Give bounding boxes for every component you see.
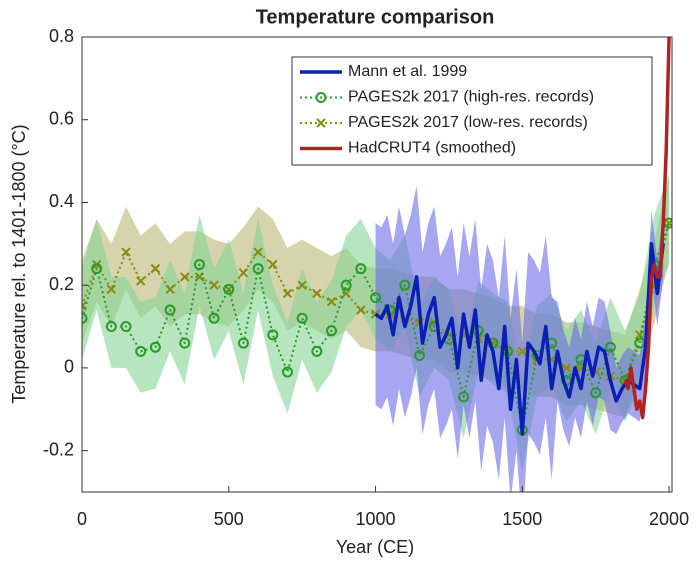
y-tick-label: 0.4 (49, 191, 74, 211)
marker (150, 263, 161, 274)
x-tick-label: 500 (214, 509, 244, 529)
y-tick-label: -0.2 (43, 439, 74, 459)
marker (237, 337, 249, 349)
marker (120, 321, 132, 333)
marker (341, 288, 351, 299)
marker (121, 247, 131, 257)
x-tick-label: 1500 (502, 509, 542, 529)
marker (149, 341, 161, 353)
legend-label: Mann et al. 1999 (348, 63, 467, 80)
y-tick-label: 0 (64, 357, 74, 377)
plot (82, 37, 672, 492)
y-tick-label: 0.6 (49, 108, 74, 128)
y-tick-label: 0.8 (49, 26, 74, 46)
axes-box (81, 36, 673, 493)
marker (193, 259, 205, 270)
marker (282, 288, 293, 299)
marker (164, 304, 176, 316)
marker (604, 341, 616, 353)
marker (326, 297, 337, 307)
marker (590, 387, 602, 399)
marker (268, 259, 278, 270)
x-axis-label: Year (CE) (336, 537, 414, 557)
x-tick-label: 1000 (356, 509, 396, 529)
y-axis-label: Temperature rel. to 1401-1800 (°C) (9, 124, 29, 403)
marker (180, 272, 190, 282)
marker (356, 305, 366, 315)
legend-label: PAGES2k 2017 (low-res. records) (348, 114, 588, 131)
uncertainty-band (375, 185, 664, 492)
series-line (623, 37, 671, 420)
marker (561, 363, 572, 373)
legend-label: PAGES2k 2017 (high-res. records) (348, 89, 594, 106)
marker (208, 312, 220, 324)
x-tick-label: 2000 (649, 509, 689, 529)
marker (316, 118, 326, 128)
legend-label: HadCRUT4 (smoothed) (348, 140, 516, 157)
x-tick-label: 0 (77, 509, 87, 529)
marker (267, 329, 279, 341)
y-tick-label: 0.2 (49, 274, 74, 294)
series-line (374, 242, 665, 436)
marker (91, 263, 103, 275)
marker (281, 366, 293, 378)
marker (458, 391, 470, 403)
marker (252, 263, 264, 275)
marker (517, 346, 528, 357)
marker (209, 280, 219, 290)
marker (399, 279, 411, 291)
marker (355, 263, 367, 275)
legend (291, 56, 653, 166)
marker (296, 312, 308, 324)
marker (165, 284, 175, 295)
marker (106, 284, 117, 295)
chart-title: Temperature comparison (256, 6, 495, 28)
marker (238, 268, 249, 278)
marker (370, 292, 382, 304)
marker (82, 312, 88, 324)
marker (311, 345, 323, 357)
marker (326, 325, 338, 337)
marker (297, 280, 307, 290)
marker (105, 321, 117, 333)
marker (179, 337, 191, 349)
marker (414, 350, 426, 361)
marker (312, 288, 322, 299)
marker (223, 283, 235, 295)
marker (135, 345, 147, 357)
marker (340, 279, 352, 291)
marker (315, 92, 327, 103)
marker (135, 276, 146, 286)
marker (253, 247, 263, 257)
